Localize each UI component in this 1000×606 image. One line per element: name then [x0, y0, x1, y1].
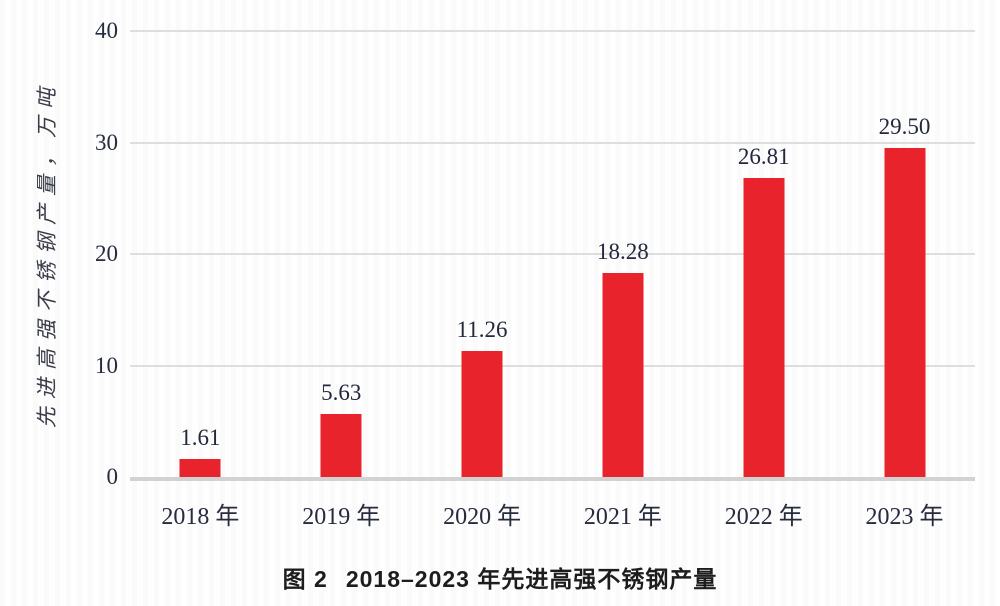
- figure-caption: 图 2 2018–2023 年先进高强不锈钢产量: [0, 560, 1000, 594]
- plot-area: 1.61 5.63 11.26 18.28 26.81 29.50: [130, 30, 975, 481]
- bar: [461, 351, 503, 477]
- y-axis-tick-labels: 0 10 20 30 40: [0, 18, 118, 489]
- x-tick-label: 2021 年: [583, 504, 662, 530]
- bar: [602, 273, 644, 477]
- bar-value-label: 11.26: [456, 317, 508, 343]
- y-tick-label-10: 10: [95, 352, 118, 378]
- figure-caption-text: 2018–2023 年先进高强不锈钢产量: [345, 566, 718, 592]
- x-tick-label: 2022 年: [724, 504, 803, 530]
- x-tick-label: 2020 年: [443, 504, 522, 530]
- bar: [320, 414, 362, 477]
- y-tick-label-0: 0: [106, 464, 119, 489]
- bar-value-label: 1.61: [180, 425, 221, 451]
- x-tick-label: 2023 年: [865, 504, 944, 530]
- gridline-y-10: [130, 364, 975, 367]
- x-axis-tick-labels: 2018 年 2019 年 2020 年 2021 年 2022 年 2023 年: [130, 500, 975, 534]
- bar: [179, 459, 221, 477]
- bar: [743, 178, 785, 477]
- bar-value-label: 29.50: [878, 114, 931, 140]
- bar-column: 1.61: [130, 31, 271, 477]
- bars-container: 1.61 5.63 11.26 18.28 26.81 29.50: [130, 31, 975, 477]
- y-tick-label-30: 30: [95, 129, 118, 155]
- bar-column: 5.63: [271, 31, 412, 477]
- x-tick-label: 2018 年: [161, 504, 240, 530]
- x-axis-baseline: [130, 477, 975, 481]
- x-tick-label: 2019 年: [302, 504, 381, 530]
- gridline-y-20: [130, 253, 975, 255]
- bar-value-label: 26.81: [737, 144, 790, 170]
- bar-column: 18.28: [552, 31, 693, 477]
- bar-value-label: 18.28: [597, 239, 649, 265]
- gridline-y-30: [130, 141, 975, 144]
- y-tick-label-40: 40: [95, 18, 118, 43]
- bar-column: 11.26: [412, 31, 553, 477]
- bar-column: 26.81: [693, 31, 834, 477]
- figure-caption-number: 图 2: [282, 566, 328, 592]
- bar: [884, 148, 926, 477]
- y-tick-label-20: 20: [95, 241, 118, 266]
- bar-column: 29.50: [834, 31, 975, 477]
- gridline-y-40: [130, 30, 975, 32]
- bar-value-label: 5.63: [321, 380, 362, 406]
